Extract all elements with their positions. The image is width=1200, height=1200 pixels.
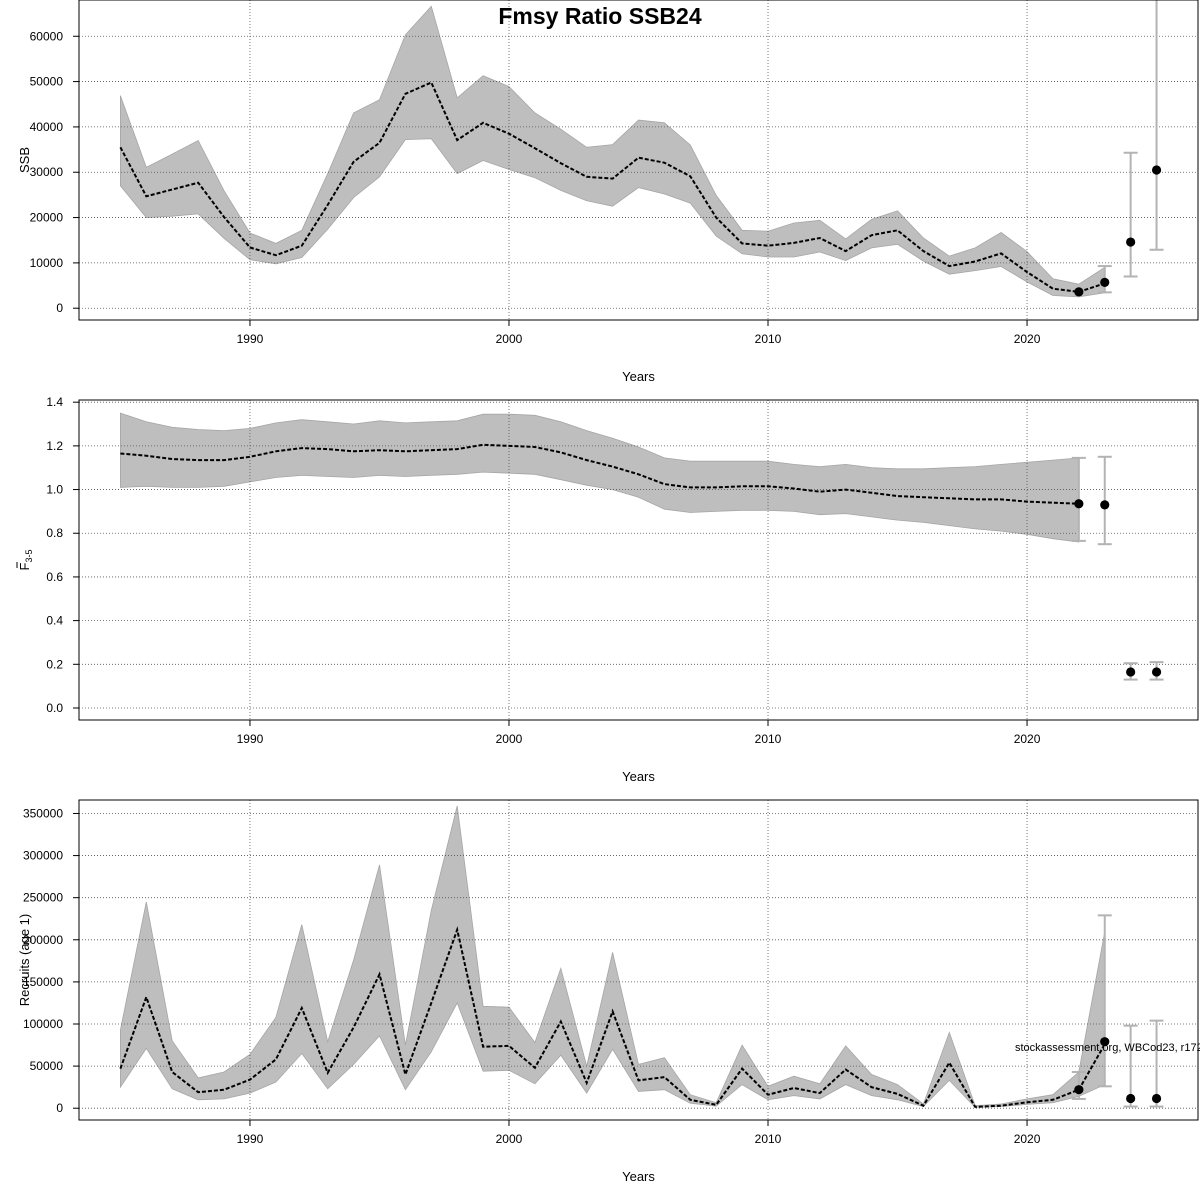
- ssb-x-tick-label: 2020: [1014, 332, 1041, 346]
- recruits-lines: [119, 926, 1106, 1108]
- ssb-x-tick-label: 1990: [237, 332, 264, 346]
- recruits-y-axis-title: Recruits (age 1): [17, 914, 32, 1006]
- ssb-y-tick-label: 0: [56, 301, 63, 315]
- ssb-y-tick-label: 10000: [30, 256, 64, 270]
- f-y-tick-label: 0.6: [46, 570, 63, 584]
- f-x-tick-label: 1990: [237, 732, 264, 746]
- recruits-confidence-band: [120, 805, 1106, 1108]
- f-plot-frame: [78, 399, 1199, 721]
- f-y-axis-title: F3-5: [17, 550, 34, 571]
- recruits-points: [1074, 1037, 1162, 1104]
- f-y-tick-label: 0.4: [46, 614, 63, 628]
- f-confidence-bands: [120, 412, 1080, 543]
- ssb-y-tick-label: 30000: [30, 165, 64, 179]
- f-y-axis-title-subscript: 3-5: [24, 550, 34, 563]
- recruits-point: [1151, 1093, 1162, 1104]
- ssb-point: [1126, 237, 1136, 247]
- f-y-axis-title-main: F: [17, 562, 32, 570]
- panel-recruits: 1990 2000 2010 2020 0 50000 100000 150000 200000…: [17, 799, 1199, 1184]
- recruits-axes: 1990 2000 2010 2020 0 50000 100000 150000 200000…: [23, 806, 1041, 1146]
- recruits-x-tick-label: 1990: [237, 1132, 264, 1146]
- ssb-errorbars: [1097, 0, 1164, 294]
- footnote: stockassessment.org, WBCod23, r1722: [1015, 1042, 1200, 1054]
- ssb-point: [1151, 165, 1162, 175]
- f-y-tick-label: 1.0: [46, 483, 63, 497]
- ssb-y-tick-label: 50000: [30, 75, 64, 89]
- recruits-x-tick-label: 2000: [496, 1132, 523, 1146]
- ssb-points: [1074, 165, 1162, 297]
- recruits-plot-frame: [78, 799, 1199, 1121]
- recruits-y-tick-label: 250000: [23, 891, 63, 905]
- ssb-y-tick-label: 60000: [30, 29, 64, 43]
- f-confidence-band: [120, 412, 1080, 543]
- ssb-y-axis-title: SSB: [17, 147, 32, 173]
- f-point: [1126, 667, 1136, 677]
- ssb-grid: [79, 0, 1198, 320]
- recruits-point: [1074, 1085, 1084, 1095]
- figure-title: Fmsy Ratio SSB24: [498, 3, 701, 29]
- f-lines: [120, 443, 1079, 505]
- recruits-x-tick-label: 2020: [1014, 1132, 1041, 1146]
- f-estimate-line: [120, 443, 1079, 505]
- f-point: [1100, 500, 1110, 510]
- f-y-tick-label: 0.2: [46, 657, 63, 671]
- panel-fishing-mortality: 1990 2000 2010 2020 0.0 0.2 0.4 0.6 0.8 1.0 1.2 1.4…: [16, 395, 1199, 784]
- f-x-tick-label: 2010: [755, 732, 782, 746]
- f-points: [1074, 499, 1162, 677]
- recruits-grid: [79, 800, 1198, 1120]
- f-x-axis-title: Years: [622, 769, 655, 784]
- ssb-x-axis-title: Years: [622, 369, 655, 384]
- recruits-estimate-line: [119, 926, 1106, 1108]
- recruits-x-axis-title: Years: [622, 1169, 655, 1184]
- recruits-x-tick-label: 2010: [755, 1132, 782, 1146]
- ssb-plot-frame: [78, 0, 1199, 321]
- recruits-y-tick-label: 150000: [23, 975, 63, 989]
- recruits-point: [1100, 1037, 1110, 1047]
- ssb-x-tick-label: 2000: [496, 332, 523, 346]
- recruits-y-tick-label: 200000: [23, 933, 63, 947]
- f-x-tick-label: 2000: [496, 732, 523, 746]
- recruits-confidence-bands: [120, 805, 1106, 1108]
- ssb-y-tick-label: 40000: [30, 120, 64, 134]
- recruits-y-tick-label: 50000: [30, 1059, 64, 1073]
- ssb-lines: [119, 81, 1106, 293]
- ssb-point: [1100, 277, 1110, 287]
- recruits-errorbars: [1071, 914, 1164, 1108]
- f-x-tick-label: 2020: [1014, 732, 1041, 746]
- f-grid: [79, 400, 1198, 720]
- f-axes: 1990 2000 2010 2020 0.0 0.2 0.4 0.6 0.8 1.0 1.2 1.4: [46, 395, 1040, 746]
- f-y-tick-label: 1.4: [46, 395, 63, 409]
- ssb-y-tick-label: 20000: [30, 211, 64, 225]
- f-errorbars: [1071, 455, 1164, 681]
- ssb-x-tick-label: 2010: [755, 332, 782, 346]
- ssb-axes: 1990 2000 2010 2020 0 10000 20000 30000 40000 500…: [30, 29, 1041, 346]
- panel-ssb: 1990 2000 2010 2020 0 10000 20000 30000 40000 500…: [17, 0, 1199, 384]
- ssb-point: [1074, 287, 1084, 297]
- f-y-tick-label: 0.8: [46, 526, 63, 540]
- ssb-estimate-line: [119, 81, 1106, 293]
- f-y-tick-label: 1.2: [46, 439, 63, 453]
- f-point: [1074, 499, 1084, 509]
- recruits-y-tick-label: 350000: [23, 806, 63, 820]
- recruits-y-tick-label: 0: [56, 1101, 63, 1115]
- f-y-tick-label: 0.0: [46, 701, 63, 715]
- recruits-y-tick-label: 100000: [23, 1017, 63, 1031]
- recruits-point: [1126, 1093, 1136, 1104]
- f-point: [1151, 667, 1162, 677]
- recruits-y-tick-label: 300000: [23, 849, 63, 863]
